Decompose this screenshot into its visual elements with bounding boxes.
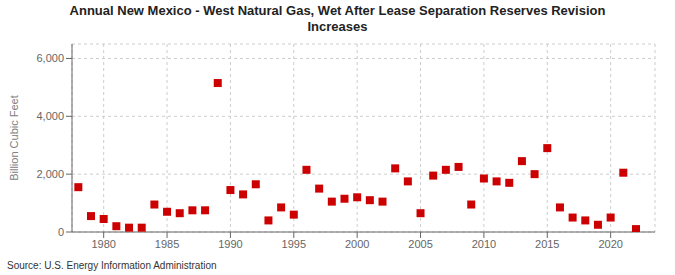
svg-text:1995: 1995 xyxy=(282,238,306,250)
svg-text:1980: 1980 xyxy=(91,238,115,250)
svg-text:2010: 2010 xyxy=(472,238,496,250)
html-text:Annual New Mexico - West Natur: Annual New Mexico - West Natural Gas, We… xyxy=(69,3,606,34)
html-text:Source: U.S. Energy Informatio: Source: U.S. Energy Information Administ… xyxy=(7,260,217,271)
svg-text:2,000: 2,000 xyxy=(36,168,64,180)
svg-text:6,000: 6,000 xyxy=(36,52,64,64)
svg-text:2020: 2020 xyxy=(598,238,622,250)
svg-text:2005: 2005 xyxy=(408,238,432,250)
svg-text:Billion Cubic Feet: Billion Cubic Feet xyxy=(8,95,20,181)
svg-text:1985: 1985 xyxy=(155,238,179,250)
svg-text:1990: 1990 xyxy=(218,238,242,250)
svg-text:4,000: 4,000 xyxy=(36,110,64,122)
svg-text:0: 0 xyxy=(58,226,64,238)
svg-text:2015: 2015 xyxy=(535,238,559,250)
svg-text:2000: 2000 xyxy=(345,238,369,250)
